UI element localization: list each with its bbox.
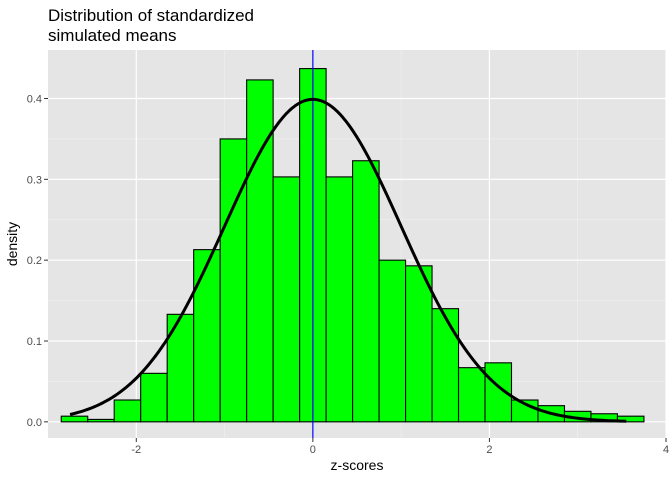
x-tick-label: -2 xyxy=(131,444,141,456)
y-tick-label: 0.4 xyxy=(27,94,42,106)
x-axis-tick-labels: -2 0 2 4 xyxy=(131,444,669,456)
histogram-bar xyxy=(378,259,407,423)
histogram-bar xyxy=(616,415,645,423)
histogram-bar xyxy=(352,160,380,423)
chart-title-line-2: simulated means xyxy=(48,26,177,45)
histogram-bar xyxy=(246,79,274,423)
x-tick-label: 0 xyxy=(310,444,316,456)
y-tick-label: 0.0 xyxy=(27,417,42,429)
histogram-bar xyxy=(405,265,433,423)
histogram-bar xyxy=(431,308,460,423)
histogram-bar xyxy=(87,418,115,423)
histogram-bar xyxy=(219,138,248,423)
histogram-bar xyxy=(60,415,89,423)
x-tick-label: 2 xyxy=(486,444,492,456)
histogram-bar xyxy=(325,176,354,423)
chart-title-line-1: Distribution of standardized xyxy=(48,6,254,25)
normal-density-curve xyxy=(69,97,627,423)
histogram-bar xyxy=(272,176,301,423)
histogram-bar xyxy=(457,367,486,423)
histogram-bar xyxy=(193,249,221,423)
y-tick-label: 0.2 xyxy=(27,255,42,267)
x-tick-label: 4 xyxy=(663,444,669,456)
histogram-bar xyxy=(113,399,142,423)
histogram-bar xyxy=(140,372,168,423)
y-tick-label: 0.1 xyxy=(27,336,42,348)
y-axis-title: density xyxy=(4,222,20,266)
y-tick-label: 0.3 xyxy=(27,174,42,186)
axis-ticks xyxy=(44,98,667,442)
x-axis-title: z-scores xyxy=(331,457,384,473)
y-axis-tick-labels: 0.0 0.1 0.2 0.3 0.4 xyxy=(27,94,42,429)
